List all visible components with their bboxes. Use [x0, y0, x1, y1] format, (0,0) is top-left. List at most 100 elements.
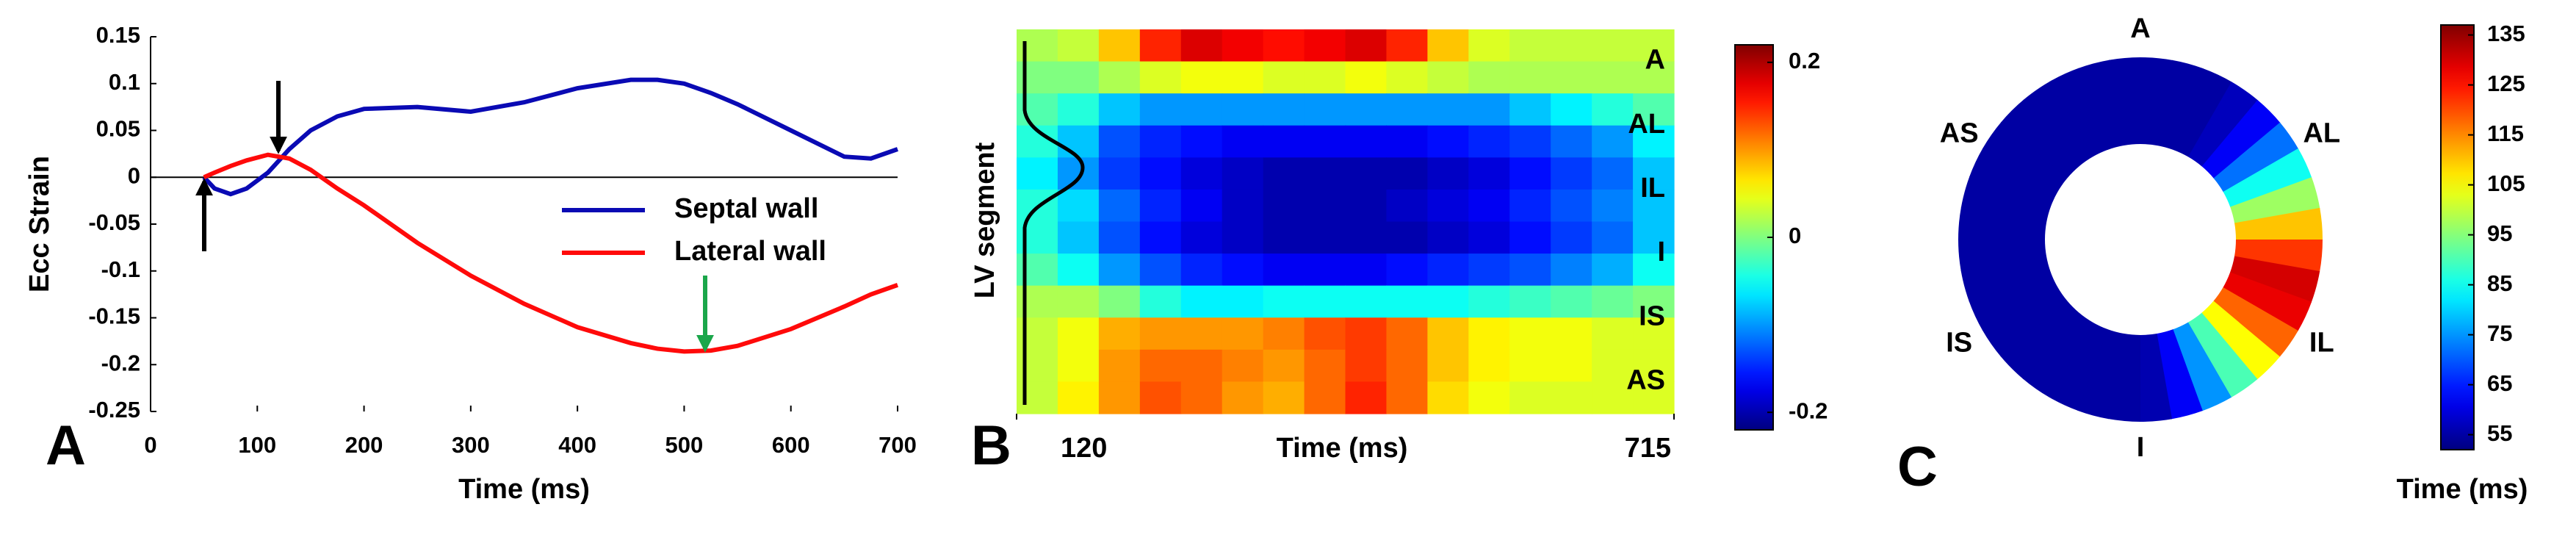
heatmap-cell: [1386, 381, 1428, 414]
heatmap-cell: [1386, 221, 1428, 254]
ring-sector: [2077, 328, 2124, 420]
heatmap-cell: [1345, 61, 1388, 94]
y-axis-label: LV segment: [970, 142, 1000, 298]
line-series: [203, 152, 898, 354]
heatmap-cell: [1222, 157, 1264, 190]
heatmap-cell: [1017, 61, 1058, 94]
heatmap-cell: [1180, 189, 1223, 223]
heatmap-cell: [1057, 349, 1100, 383]
heatmap-cell: [1509, 157, 1551, 190]
ring-sector: [2201, 301, 2280, 380]
heatmap-cell: [1180, 221, 1223, 254]
y-tick-label: -0.1: [101, 256, 140, 282]
segment-label: A: [2130, 13, 2150, 44]
heatmap-cell: [1633, 29, 1675, 62]
heatmap-cell: [1345, 29, 1388, 62]
ring-sector: [2000, 301, 2079, 379]
heatmap-cell: [1057, 29, 1100, 62]
x-tick-label: 400: [558, 432, 596, 458]
ring-sector: [2223, 148, 2312, 208]
heatmap-cell: [1017, 317, 1058, 350]
ring-sector: [2172, 322, 2232, 411]
heatmap-cell: [1592, 221, 1634, 254]
heatmap-cell: [1551, 125, 1592, 158]
heatmap-cell: [1139, 189, 1182, 223]
heatmap-cell: [1263, 93, 1305, 126]
heatmap-cell: [1222, 189, 1264, 223]
panel-label: C: [1897, 436, 1938, 498]
panel-label: B: [971, 414, 1011, 477]
panels: -0.25 -0.2 -0.15 -0.1 -0.05 0 0.05 0.1 0.15 0 100 2…: [24, 13, 2528, 505]
heatmap-cell: [1592, 317, 1634, 350]
heatmap-cell: [1222, 125, 1264, 158]
heatmap-cell: [1592, 157, 1634, 190]
heatmap-cell: [1633, 221, 1675, 254]
heatmap-cell: [1633, 125, 1675, 158]
heatmap-cell: [1098, 221, 1141, 254]
heatmap-cell: [1468, 29, 1510, 62]
ring-sector: [1958, 239, 2046, 272]
heatmap-cell: [1509, 29, 1551, 62]
heatmap-cell: [1551, 61, 1592, 94]
heatmap-cell: [1139, 221, 1182, 254]
heatmap-cell: [1057, 253, 1100, 287]
heatmap-cell: [1427, 349, 1469, 383]
heatmap-cell: [1304, 317, 1346, 350]
row-label: AL: [1628, 109, 1665, 140]
heatmap-cell: [1222, 221, 1264, 254]
legend-label: Lateral wall: [674, 236, 826, 267]
ring-sector: [2213, 287, 2298, 358]
heatmap-cell: [1222, 29, 1264, 62]
heatmap-cell: [1427, 317, 1469, 350]
heatmap-cell: [1139, 285, 1182, 318]
line-series: [202, 77, 898, 197]
heatmap-cell: [1098, 125, 1141, 158]
heatmap-cell: [1551, 253, 1592, 287]
ring-sector: [2230, 177, 2320, 223]
heatmap-cell: [1057, 125, 1100, 158]
heatmap-cell: [1098, 189, 1141, 223]
heatmap-cell: [1057, 317, 1100, 350]
heatmap-cell: [1263, 317, 1305, 350]
heatmap-cell: [1139, 125, 1182, 158]
ring-sector: [2140, 57, 2173, 146]
ring-sector: [1969, 271, 2058, 331]
heatmap-cell: [1098, 381, 1141, 414]
heatmap-cell: [1509, 349, 1551, 383]
heatmap-cell: [1057, 285, 1100, 318]
y-tick-label: -0.15: [88, 303, 140, 329]
heatmap-cell: [1139, 349, 1182, 383]
x-axis-label: Time (ms): [1277, 433, 1408, 464]
ring-sector: [2188, 82, 2259, 167]
heatmap-cell: [1386, 93, 1428, 126]
heatmap-cell: [1427, 125, 1469, 158]
heatmap-cell: [1139, 253, 1182, 287]
colorbar-tick-label: 55: [2487, 420, 2512, 446]
heatmap-cell: [1468, 125, 1510, 158]
x-tick-label: 0: [144, 432, 156, 458]
heatmap-cell: [1017, 29, 1058, 62]
x-tick-label: 715: [1625, 433, 1671, 464]
heatmap-cell: [1468, 221, 1510, 254]
heatmap-cell: [1427, 285, 1469, 318]
ring-sector: [2157, 329, 2203, 420]
colorbar-tick-label: -0.2: [1789, 398, 1828, 423]
heatmap-cell: [1551, 221, 1592, 254]
ring-sector: [2223, 272, 2312, 331]
panel-label: A: [46, 414, 86, 477]
ring-sector: [2201, 100, 2281, 179]
ring-sector: [1982, 121, 2068, 192]
heatmap-cell: [1139, 61, 1182, 94]
segment-label: IL: [2309, 328, 2334, 359]
heatmap-cell: [1263, 285, 1305, 318]
heatmap-cell: [1098, 93, 1141, 126]
ring-sector: [2234, 240, 2323, 273]
heatmap-cell: [1592, 93, 1634, 126]
heatmap-cell: [1222, 253, 1264, 287]
ring-sector: [2140, 334, 2173, 422]
heatmap-cell: [1017, 221, 1058, 254]
heatmap-cell: [1304, 189, 1346, 223]
heatmap-cell: [1551, 381, 1592, 414]
heatmap-cell: [1509, 61, 1551, 94]
heatmap-cell: [1057, 157, 1100, 190]
